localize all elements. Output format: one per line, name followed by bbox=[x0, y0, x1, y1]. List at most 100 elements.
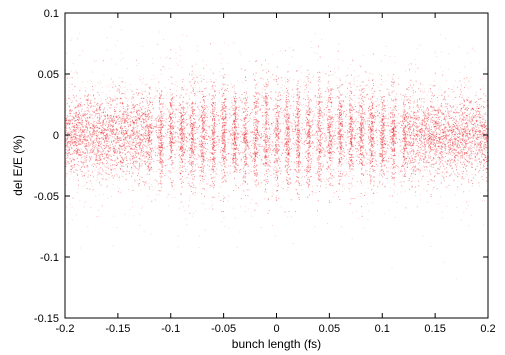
scatter-point bbox=[278, 185, 279, 186]
scatter-point bbox=[276, 120, 277, 121]
scatter-point bbox=[418, 163, 419, 164]
scatter-point bbox=[112, 126, 113, 127]
scatter-point bbox=[159, 97, 160, 98]
scatter-point bbox=[359, 106, 360, 107]
scatter-point bbox=[225, 132, 226, 133]
scatter-point bbox=[471, 151, 472, 152]
scatter-point bbox=[329, 110, 330, 111]
scatter-point bbox=[422, 132, 423, 133]
scatter-point bbox=[198, 155, 199, 156]
scatter-point bbox=[339, 114, 340, 115]
scatter-point bbox=[340, 94, 341, 95]
scatter-point bbox=[461, 121, 462, 122]
scatter-point bbox=[85, 113, 86, 114]
scatter-point bbox=[291, 123, 292, 124]
scatter-point bbox=[451, 133, 452, 134]
scatter-point bbox=[170, 102, 171, 103]
scatter-point bbox=[75, 144, 76, 145]
scatter-point bbox=[419, 147, 420, 148]
scatter-point bbox=[296, 176, 297, 177]
scatter-point bbox=[455, 139, 456, 140]
scatter-point bbox=[203, 110, 204, 111]
scatter-point bbox=[434, 135, 435, 136]
scatter-point bbox=[428, 181, 429, 182]
scatter-point bbox=[475, 157, 476, 158]
scatter-point bbox=[226, 108, 227, 109]
scatter-point bbox=[81, 154, 82, 155]
scatter-point bbox=[288, 99, 289, 100]
scatter-point bbox=[365, 97, 366, 98]
scatter-point bbox=[78, 104, 79, 105]
scatter-point bbox=[387, 145, 388, 146]
scatter-point bbox=[287, 131, 288, 132]
scatter-point bbox=[73, 134, 74, 135]
scatter-point bbox=[215, 171, 216, 172]
scatter-point bbox=[93, 122, 94, 123]
scatter-point bbox=[210, 174, 211, 175]
scatter-point bbox=[99, 182, 100, 183]
scatter-point bbox=[96, 133, 97, 134]
scatter-point bbox=[89, 161, 90, 162]
scatter-point bbox=[426, 125, 427, 126]
scatter-point bbox=[126, 116, 127, 117]
scatter-point bbox=[441, 120, 442, 121]
scatter-point bbox=[351, 183, 352, 184]
scatter-point bbox=[299, 136, 300, 137]
scatter-point bbox=[231, 138, 232, 139]
scatter-point bbox=[124, 142, 125, 143]
scatter-point bbox=[481, 176, 482, 177]
scatter-point bbox=[245, 182, 246, 183]
scatter-point bbox=[120, 162, 121, 163]
scatter-point bbox=[267, 129, 268, 130]
scatter-point bbox=[483, 130, 484, 131]
scatter-point bbox=[294, 129, 295, 130]
scatter-point bbox=[332, 185, 333, 186]
scatter-point bbox=[424, 130, 425, 131]
scatter-point bbox=[431, 138, 432, 139]
scatter-point bbox=[424, 162, 425, 163]
scatter-point bbox=[136, 117, 137, 118]
scatter-point bbox=[183, 118, 184, 119]
scatter-point bbox=[215, 163, 216, 164]
scatter-point bbox=[219, 161, 220, 162]
scatter-point bbox=[403, 151, 404, 152]
scatter-point bbox=[365, 121, 366, 122]
scatter-point bbox=[297, 85, 298, 86]
scatter-point bbox=[347, 149, 348, 150]
scatter-point bbox=[471, 148, 472, 149]
scatter-point bbox=[338, 196, 339, 197]
scatter-point bbox=[382, 126, 383, 127]
scatter-point bbox=[259, 131, 260, 132]
scatter-point bbox=[441, 136, 442, 137]
scatter-point bbox=[424, 122, 425, 123]
scatter-point bbox=[427, 128, 428, 129]
scatter-point bbox=[249, 148, 250, 149]
scatter-point bbox=[370, 179, 371, 180]
scatter-point bbox=[430, 149, 431, 150]
scatter-point bbox=[191, 175, 192, 176]
scatter-point bbox=[268, 115, 269, 116]
scatter-point bbox=[410, 151, 411, 152]
scatter-point bbox=[318, 162, 319, 163]
scatter-point bbox=[203, 167, 204, 168]
scatter-point bbox=[161, 167, 162, 168]
scatter-point bbox=[230, 165, 231, 166]
scatter-point bbox=[66, 125, 67, 126]
scatter-point bbox=[188, 102, 189, 103]
scatter-point bbox=[83, 137, 84, 138]
scatter-point bbox=[348, 136, 349, 137]
scatter-point bbox=[420, 107, 421, 108]
scatter-point bbox=[388, 161, 389, 162]
scatter-point bbox=[233, 151, 234, 152]
scatter-point bbox=[207, 107, 208, 108]
scatter-point bbox=[470, 122, 471, 123]
scatter-point bbox=[128, 163, 129, 164]
scatter-point bbox=[235, 129, 236, 130]
scatter-point bbox=[476, 101, 477, 102]
scatter-point bbox=[82, 166, 83, 167]
scatter-point bbox=[386, 152, 387, 153]
scatter-point bbox=[137, 104, 138, 105]
scatter-point bbox=[165, 133, 166, 134]
scatter-point bbox=[200, 150, 201, 151]
scatter-point bbox=[171, 100, 172, 101]
